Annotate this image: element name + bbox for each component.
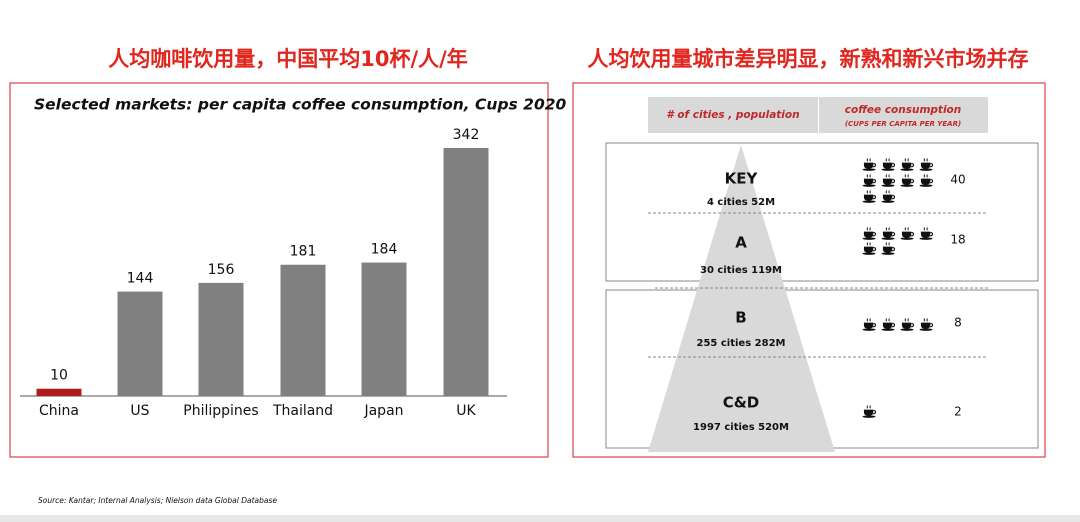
value-label: 156 <box>208 262 235 278</box>
bar <box>117 291 163 396</box>
bar <box>280 264 326 396</box>
footer-strip <box>0 515 1080 522</box>
value-label: 181 <box>290 244 317 260</box>
bar <box>198 282 244 396</box>
header-right: coffee consumption <box>845 104 961 116</box>
x-tick-label: Japan <box>363 403 403 419</box>
value-label: 10 <box>50 368 68 384</box>
left-heading: 人均咖啡饮用量，中国平均10杯/人/年 <box>108 47 468 71</box>
tier-detail: 4 cities 52M <box>707 197 775 208</box>
tier-detail: 1997 cities 520M <box>693 422 789 433</box>
bar <box>361 262 407 396</box>
source: Source: Kantar; Internal Analysis; Niels… <box>38 496 277 505</box>
chart-title: Selected markets: per capita coffee cons… <box>34 96 567 114</box>
tier-frame <box>572 82 1046 458</box>
tier-cups: 2 <box>954 405 962 419</box>
header-left: # of cities , population <box>666 109 799 121</box>
header-box <box>819 97 988 133</box>
tier-name: B <box>735 309 746 327</box>
tier-detail: 30 cities 119M <box>700 265 782 276</box>
tier-cups: 18 <box>950 233 965 247</box>
x-tick-label: Philippines <box>183 403 258 419</box>
bar <box>36 388 82 396</box>
bar <box>443 148 489 396</box>
tier-name: KEY <box>725 170 759 188</box>
tier-detail: 255 cities 282M <box>697 338 786 349</box>
tier-cups: 8 <box>954 316 962 330</box>
tier-name: C&D <box>723 394 760 412</box>
chart-frame <box>9 82 549 458</box>
x-tick-label: China <box>39 403 79 419</box>
right-heading: 人均饮用量城市差异明显，新熟和新兴市场并存 <box>588 47 1029 71</box>
tier-cups: 40 <box>950 173 965 187</box>
pyramid <box>648 145 835 452</box>
value-label: 342 <box>453 127 480 143</box>
tier-name: A <box>735 234 747 252</box>
x-tick-label: Thailand <box>272 403 333 419</box>
header-right-sub: (CUPS PER CAPITA PER YEAR) <box>845 120 961 128</box>
x-tick-label: UK <box>456 403 476 419</box>
value-label: 144 <box>127 271 154 287</box>
x-tick-label: US <box>130 403 149 419</box>
tier-box <box>605 142 1039 282</box>
value-label: 184 <box>371 242 398 258</box>
header-box <box>648 97 818 133</box>
